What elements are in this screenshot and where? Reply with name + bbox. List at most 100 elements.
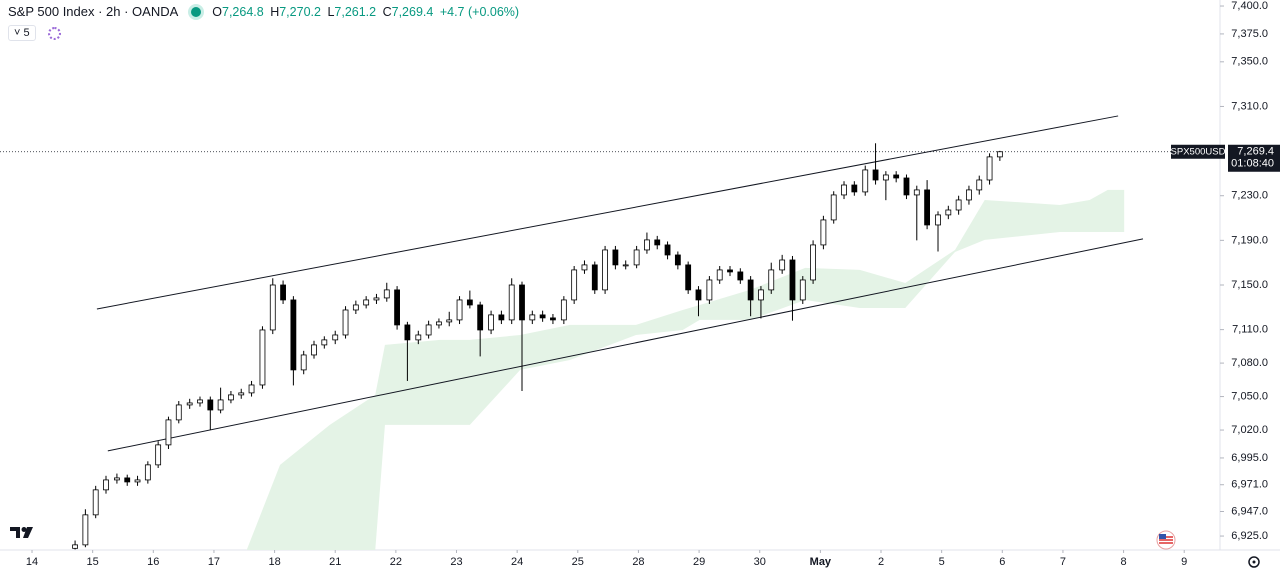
candle (175, 401, 182, 424)
price-tag-label: 7,269.4 (1237, 146, 1274, 158)
candle (622, 260, 629, 270)
y-tick-label: 6,947.0 (1231, 505, 1268, 517)
y-tick-label: 7,230.0 (1231, 190, 1268, 202)
candle-body (633, 249, 640, 266)
candle-body (352, 304, 359, 311)
x-tick-label: 5 (939, 556, 945, 568)
candle (155, 441, 162, 468)
candle-body (935, 214, 941, 226)
indicator-toggle[interactable]: ˅ 5 (8, 25, 36, 41)
candle-body (581, 264, 588, 271)
candle-body (550, 317, 556, 321)
candle-body (92, 489, 99, 516)
candle (404, 321, 411, 381)
candle (539, 310, 546, 322)
candle (197, 396, 203, 407)
candle-body (727, 269, 733, 273)
candle (758, 286, 764, 319)
candle (571, 266, 578, 304)
candle (747, 276, 754, 317)
candle-body (716, 269, 723, 281)
plot-area (0, 115, 1220, 551)
candle-body (373, 297, 380, 301)
candle (436, 318, 442, 329)
candle-body (654, 239, 661, 246)
candle-body (747, 279, 754, 301)
candle (685, 261, 692, 294)
candle (207, 396, 214, 431)
candle-body (383, 289, 390, 299)
candle (716, 266, 723, 284)
x-tick-label: May (810, 556, 832, 568)
ohlc-key: L (327, 5, 335, 19)
candle (124, 474, 131, 486)
candle-body (488, 314, 494, 331)
candle (519, 281, 525, 391)
candle-body (155, 444, 162, 466)
candle-body (217, 399, 224, 411)
candle-body (508, 284, 515, 321)
candle (332, 330, 339, 345)
candle (508, 278, 515, 325)
candle (644, 232, 650, 254)
candle (903, 174, 910, 200)
indicator-count: 5 (23, 27, 30, 39)
candle (633, 245, 640, 269)
x-tick-label: 2 (878, 556, 884, 568)
candle (238, 388, 245, 399)
candle (664, 241, 671, 260)
candle (446, 311, 453, 327)
symbol-title[interactable]: S&P 500 Index · 2h · OANDA (8, 4, 179, 19)
candle-body (758, 289, 764, 301)
candle (581, 260, 588, 274)
candle-body (955, 199, 962, 211)
candle (352, 300, 359, 314)
ichimoku-cloud (246, 189, 1125, 551)
candle-body (72, 544, 78, 549)
candle-body (799, 279, 806, 301)
candle (165, 416, 172, 450)
x-tick-label: 22 (390, 556, 402, 568)
y-tick-label: 7,080.0 (1231, 357, 1268, 369)
x-tick-label: 21 (329, 556, 341, 568)
candle (477, 301, 484, 357)
y-tick-label: 7,050.0 (1231, 390, 1268, 402)
candle-body (903, 177, 910, 196)
candle (321, 336, 328, 349)
trendline (107, 238, 1144, 452)
flag-icon[interactable] (1156, 530, 1176, 550)
candle-body (300, 354, 307, 371)
x-tick-label: 29 (693, 556, 705, 568)
market-status (190, 7, 201, 17)
candle-body (165, 419, 172, 446)
tradingview-logo (10, 527, 33, 538)
indicator-icon[interactable] (48, 27, 61, 40)
ohlc-value: 7,261.2 (334, 5, 377, 19)
candle (466, 290, 473, 309)
candle (654, 235, 661, 250)
candle-body (186, 402, 193, 406)
x-tick-label: 23 (450, 556, 462, 568)
candle-body (134, 479, 141, 483)
trendline (96, 115, 1119, 310)
y-tick-label: 6,925.0 (1231, 530, 1268, 542)
x-tick-label: 8 (1121, 556, 1127, 568)
ohlc-key: H (270, 5, 280, 19)
candle (799, 276, 806, 304)
candle-body (945, 209, 952, 216)
candle-body (197, 399, 203, 404)
candle (342, 306, 349, 339)
candle-body (529, 314, 536, 321)
candle-body (789, 259, 796, 301)
candle (591, 261, 598, 294)
candle-body (332, 334, 339, 341)
ohlc-value: 7,264.8 (222, 5, 264, 19)
candle (560, 296, 567, 325)
candle (425, 320, 432, 339)
candle (945, 205, 952, 220)
candle (134, 475, 141, 486)
settings-icon[interactable] (1248, 556, 1260, 568)
candle (602, 245, 608, 294)
y-tick-label: 7,350.0 (1231, 56, 1268, 68)
candle-body (664, 244, 671, 256)
